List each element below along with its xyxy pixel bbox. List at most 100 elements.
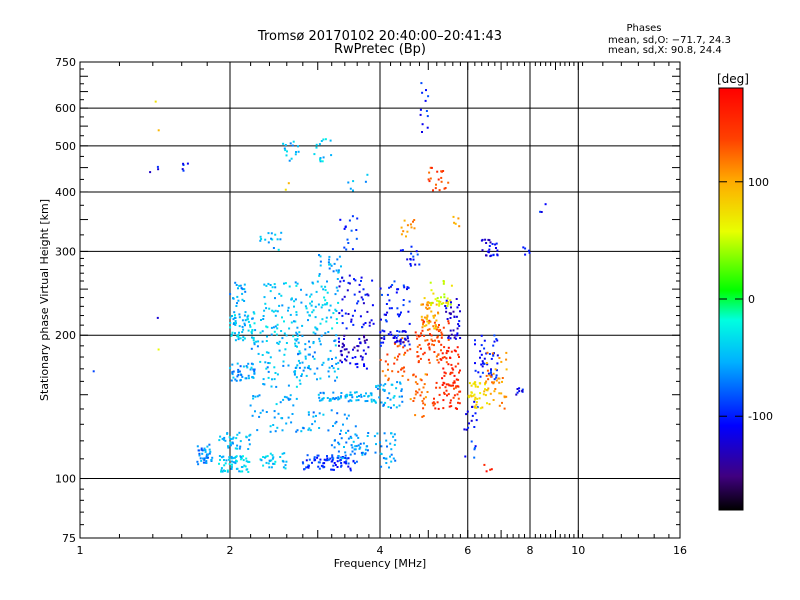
data-point: [270, 326, 273, 329]
data-point: [463, 428, 466, 431]
data-point: [245, 460, 248, 463]
y-tick-label: 600: [55, 102, 76, 115]
data-point: [389, 331, 392, 334]
data-point: [349, 469, 352, 472]
data-point: [402, 299, 405, 301]
data-point: [313, 357, 316, 360]
data-point: [386, 293, 389, 296]
data-point: [221, 437, 224, 440]
x-axis-label: Frequency [MHz]: [334, 557, 426, 570]
data-point: [329, 398, 332, 401]
data-point: [256, 345, 259, 348]
data-point: [443, 391, 446, 394]
data-point: [269, 425, 272, 428]
data-point: [450, 350, 453, 353]
data-point: [251, 376, 254, 379]
data-point: [423, 351, 426, 354]
data-point: [312, 355, 314, 358]
data-point: [436, 170, 439, 173]
data-point: [238, 370, 241, 373]
data-point: [365, 367, 368, 370]
data-point: [521, 388, 524, 391]
data-point: [341, 346, 344, 349]
data-point: [406, 288, 408, 291]
data-point: [336, 289, 339, 292]
data-point: [456, 407, 458, 410]
data-point: [403, 330, 406, 333]
data-point: [343, 338, 345, 340]
data-point: [488, 374, 491, 377]
data-point: [232, 370, 235, 373]
data-point: [229, 316, 232, 319]
data-point: [318, 399, 321, 402]
data-point: [445, 383, 448, 386]
data-point: [402, 346, 405, 349]
data-point: [364, 448, 367, 451]
data-point: [205, 462, 208, 464]
data-point: [343, 413, 346, 416]
data-point: [400, 388, 403, 391]
data-point: [452, 215, 455, 218]
data-point: [426, 373, 428, 376]
data-point: [440, 336, 443, 339]
data-point: [205, 460, 208, 462]
data-point: [435, 319, 438, 322]
data-point: [412, 400, 415, 402]
data-point: [297, 150, 300, 153]
data-point: [481, 360, 484, 363]
data-point: [247, 362, 250, 365]
data-point: [343, 295, 346, 298]
data-point: [218, 462, 220, 465]
data-point: [344, 226, 347, 229]
data-point: [447, 393, 450, 396]
data-point: [440, 331, 443, 334]
data-point: [249, 368, 252, 371]
data-point: [257, 352, 260, 355]
data-point: [332, 464, 335, 467]
data-point: [388, 286, 391, 289]
data-point: [485, 374, 488, 377]
data-point: [478, 382, 481, 385]
data-point: [249, 404, 252, 407]
data-point: [341, 276, 344, 279]
data-point: [439, 300, 442, 303]
data-point: [446, 305, 449, 307]
data-point: [347, 181, 350, 184]
data-point: [486, 402, 488, 405]
data-point: [456, 334, 459, 337]
data-point: [416, 351, 419, 353]
data-point: [324, 459, 327, 462]
data-point: [479, 356, 481, 359]
data-point: [390, 448, 393, 451]
data-point: [430, 338, 433, 341]
data-point: [362, 288, 365, 291]
data-point: [361, 453, 364, 456]
data-point: [414, 263, 417, 266]
data-point: [278, 340, 281, 343]
data-point: [330, 264, 333, 267]
data-point: [495, 374, 498, 377]
data-point: [314, 420, 316, 423]
data-point: [419, 347, 422, 350]
data-point: [458, 356, 460, 358]
data-point: [361, 326, 364, 329]
data-point: [312, 342, 315, 345]
data-point: [293, 305, 295, 308]
data-point: [447, 320, 450, 323]
data-point: [305, 374, 308, 377]
data-point: [265, 340, 268, 342]
data-point: [359, 315, 362, 318]
data-point: [441, 333, 444, 336]
data-point: [366, 449, 369, 452]
data-point: [353, 278, 355, 281]
data-point: [404, 338, 407, 341]
data-point: [264, 361, 267, 364]
data-point: [295, 339, 298, 342]
data-point: [474, 339, 476, 342]
data-point: [406, 349, 409, 352]
data-point: [367, 432, 370, 434]
data-point: [312, 415, 315, 418]
data-point: [295, 284, 298, 287]
data-point: [319, 264, 322, 267]
x-tick-label: 16: [673, 544, 687, 557]
